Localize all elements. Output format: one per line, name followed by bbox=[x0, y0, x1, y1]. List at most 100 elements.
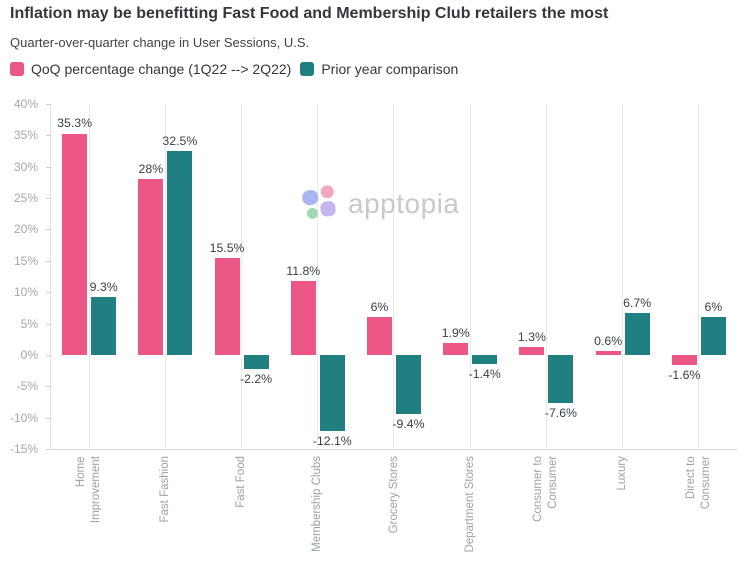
legend-label-qoq: QoQ percentage change (1Q22 --> 2Q22) bbox=[31, 61, 292, 77]
category-cell: 6% -9.4% bbox=[356, 104, 432, 449]
category-label-cell: Fast Fashion bbox=[127, 456, 203, 563]
y-axis-tick bbox=[46, 260, 51, 262]
qoq-bar bbox=[214, 257, 240, 355]
category-label-cell: Grocery Stores bbox=[356, 456, 432, 563]
category-label: Consumer to Consumer bbox=[532, 456, 560, 522]
y-axis-tick bbox=[46, 135, 51, 137]
flower-petal-pink bbox=[320, 184, 335, 199]
prior-year-series-swatch-icon bbox=[300, 62, 315, 76]
category-label: Luxury bbox=[616, 456, 629, 491]
category-cell: 11.8% -12.1% bbox=[280, 104, 356, 449]
y-axis-tick bbox=[46, 386, 51, 388]
value-label: 6% bbox=[704, 300, 723, 315]
category-gridline bbox=[241, 104, 243, 449]
category-label: Home Improvement bbox=[75, 456, 103, 524]
qoq-bar bbox=[519, 346, 545, 355]
flower-petal-green bbox=[306, 207, 319, 220]
y-axis-tick-label: 40% bbox=[13, 97, 38, 111]
category-gridline bbox=[317, 104, 319, 449]
y-axis-tick-label: 20% bbox=[13, 222, 38, 237]
category-cell: 28% 32.5% bbox=[127, 104, 203, 449]
value-label: -1.4% bbox=[468, 366, 501, 381]
prior-year-bar bbox=[319, 354, 345, 431]
category-label: Membership Clubs bbox=[311, 456, 324, 552]
y-axis-tick bbox=[46, 292, 51, 294]
category-gridline bbox=[469, 104, 471, 449]
category-label-cell: Luxury bbox=[585, 456, 661, 563]
apptopia-watermark: apptopia bbox=[301, 184, 460, 224]
y-axis-tick bbox=[46, 323, 51, 325]
prior-year-bar bbox=[624, 312, 650, 355]
category-cell: 1.9% -1.4% bbox=[432, 104, 508, 449]
qoq-bar bbox=[443, 343, 469, 355]
chart-title: Inflation may be benefitting Fast Food a… bbox=[10, 5, 609, 22]
value-label: 0.6% bbox=[594, 334, 623, 349]
value-label: 15.5% bbox=[209, 240, 245, 255]
y-axis-tick bbox=[46, 354, 51, 356]
prior-year-bar bbox=[548, 354, 574, 403]
value-label: 1.3% bbox=[517, 329, 546, 344]
value-label: 9.3% bbox=[89, 279, 118, 294]
y-axis-tick-label: 5% bbox=[20, 316, 38, 331]
prior-year-bar bbox=[243, 354, 269, 369]
y-axis-tick-label: 15% bbox=[13, 253, 38, 268]
value-label: -2.2% bbox=[239, 371, 273, 386]
category-gridline bbox=[164, 104, 166, 449]
qoq-bar bbox=[595, 351, 621, 355]
category-cell: 1.3% -7.6% bbox=[508, 104, 584, 449]
qoq-bar bbox=[138, 179, 164, 355]
qoq-series-swatch-icon bbox=[10, 62, 24, 76]
y-axis-tick bbox=[46, 417, 51, 419]
qoq-bar bbox=[366, 317, 392, 355]
prior-year-bar bbox=[700, 317, 726, 355]
x-axis-line bbox=[51, 449, 737, 450]
category-label: Fast Food bbox=[235, 456, 248, 508]
apptopia-flower-icon bbox=[301, 184, 341, 224]
y-axis-tick-label: -10% bbox=[9, 410, 38, 425]
category-gridline bbox=[622, 104, 624, 449]
category-cell: 0.6% 6.7% bbox=[585, 104, 661, 449]
category-label-cell: Department Stores bbox=[432, 456, 508, 563]
category-gridline bbox=[393, 104, 395, 449]
category-gridline bbox=[545, 104, 547, 449]
value-label: 35.3% bbox=[57, 116, 93, 131]
plot-area: 35.3% 9.3% 28% 32.5% 15.5% -2.2% 11.8% -12.1% 6%… bbox=[51, 104, 737, 449]
y-axis-tick-label: -15% bbox=[9, 442, 38, 456]
category-label-cell: Consumer to Consumer bbox=[508, 456, 584, 563]
apptopia-wordmark: apptopia bbox=[348, 188, 460, 219]
category-gridline bbox=[698, 104, 700, 449]
value-label: 6% bbox=[370, 300, 389, 315]
prior-year-bar bbox=[167, 151, 193, 355]
y-axis-tick-label: 25% bbox=[13, 191, 38, 206]
category-label-cell: Home Improvement bbox=[51, 456, 127, 563]
y-axis-tick bbox=[46, 229, 51, 231]
legend-item-qoq: QoQ percentage change (1Q22 --> 2Q22) bbox=[10, 61, 291, 77]
category-label: Direct to Consumer bbox=[684, 456, 712, 510]
value-label: -7.6% bbox=[544, 405, 577, 420]
value-label: 32.5% bbox=[162, 134, 198, 149]
chart-subtitle: Quarter-over-quarter change in User Sess… bbox=[10, 35, 310, 50]
y-axis-tick-label: 10% bbox=[13, 285, 38, 300]
y-axis-tick bbox=[46, 449, 51, 450]
prior-year-bar bbox=[472, 354, 498, 364]
value-label: -12.1% bbox=[312, 433, 352, 448]
y-axis-tick-label: -5% bbox=[16, 379, 38, 394]
chart-legend: QoQ percentage change (1Q22 --> 2Q22) Pr… bbox=[10, 61, 467, 77]
y-axis-line bbox=[50, 104, 51, 449]
value-label: -9.4% bbox=[392, 416, 425, 431]
category-cell: -1.6% 6% bbox=[661, 104, 737, 449]
flower-petal-blue bbox=[301, 189, 320, 206]
legend-label-prior-year: Prior year comparison bbox=[321, 61, 459, 77]
y-axis-tick-label: 0% bbox=[20, 347, 38, 362]
value-label: 6.7% bbox=[623, 295, 652, 310]
category-label-cell: Direct to Consumer bbox=[661, 456, 737, 563]
category-label: Fast Fashion bbox=[158, 456, 171, 523]
y-axis: 40% 35% 30% 25% 20% 15% 10% 5% 0% -5% -10% -15% bbox=[0, 97, 51, 456]
y-axis-tick-label: 30% bbox=[13, 159, 38, 174]
category-cell: 35.3% 9.3% bbox=[51, 104, 127, 449]
y-axis-tick bbox=[46, 198, 51, 200]
qoq-bar bbox=[671, 354, 697, 365]
legend-item-prior-year: Prior year comparison bbox=[300, 61, 458, 77]
category-cell: 15.5% -2.2% bbox=[203, 104, 279, 449]
